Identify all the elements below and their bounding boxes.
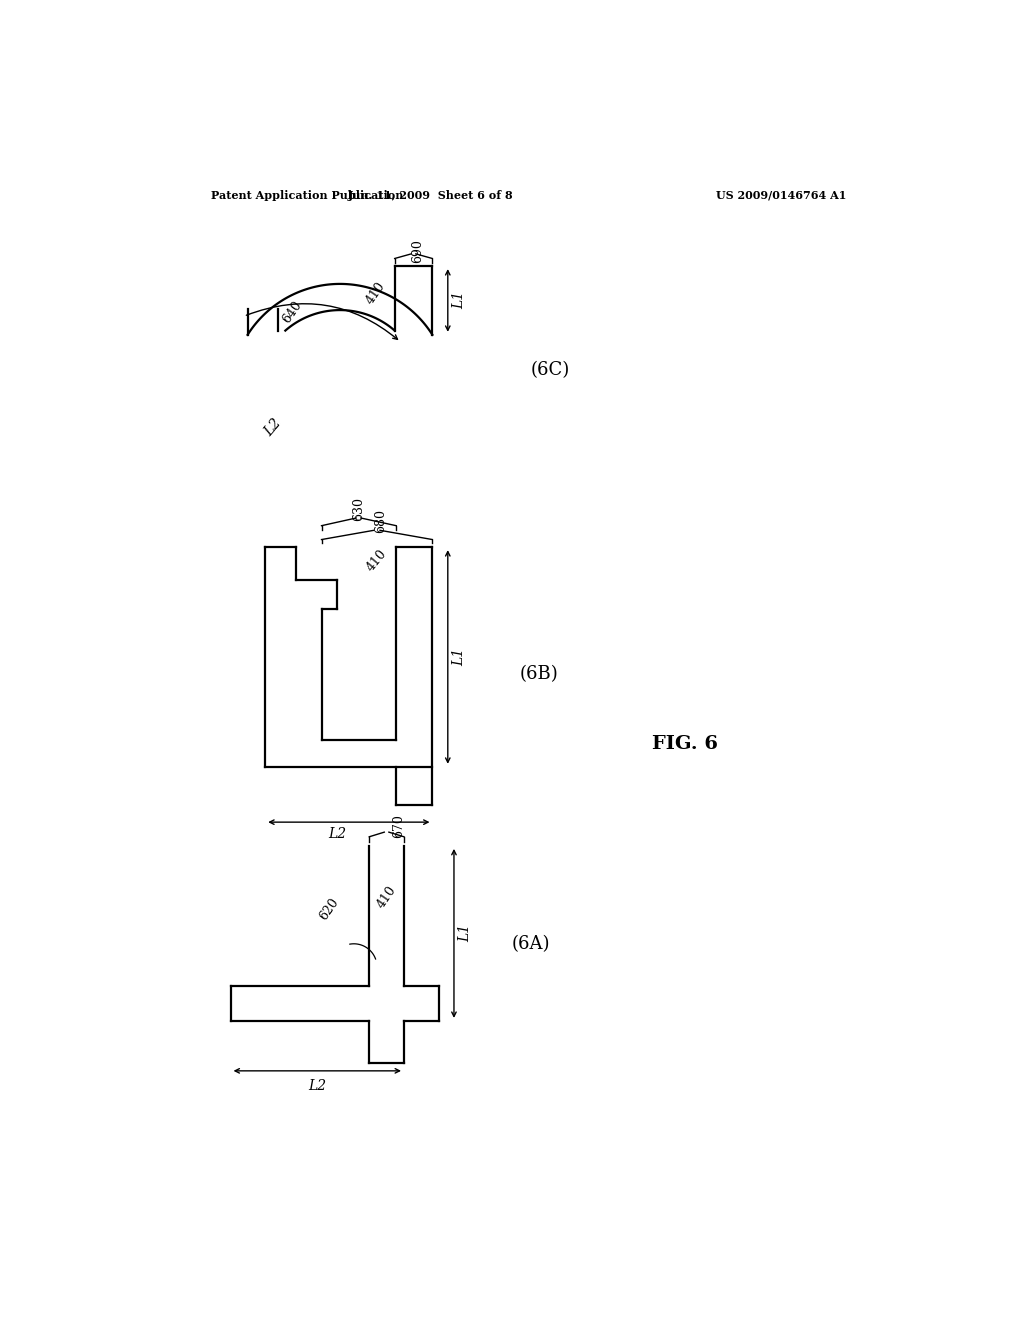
- Text: L1: L1: [453, 648, 466, 665]
- Text: 410: 410: [365, 546, 390, 574]
- Text: US 2009/0146764 A1: US 2009/0146764 A1: [716, 190, 846, 201]
- Text: Jun. 11, 2009  Sheet 6 of 8: Jun. 11, 2009 Sheet 6 of 8: [348, 190, 514, 201]
- Text: L1: L1: [453, 290, 466, 309]
- Text: L1: L1: [459, 924, 472, 942]
- Text: L2: L2: [308, 1080, 326, 1093]
- Text: Patent Application Publication: Patent Application Publication: [211, 190, 403, 201]
- Text: (6A): (6A): [512, 935, 550, 953]
- Text: 630: 630: [352, 496, 365, 521]
- Text: 640: 640: [280, 298, 304, 326]
- Text: 680: 680: [375, 510, 387, 533]
- Text: (6B): (6B): [519, 665, 558, 684]
- Text: 670: 670: [391, 814, 404, 838]
- Text: 410: 410: [364, 280, 388, 306]
- Text: L2: L2: [262, 416, 285, 440]
- Text: (6C): (6C): [530, 362, 569, 379]
- Text: 410: 410: [375, 884, 399, 911]
- Text: 690: 690: [411, 239, 424, 263]
- Text: FIG. 6: FIG. 6: [652, 735, 718, 752]
- Text: L2: L2: [328, 828, 346, 841]
- Text: 620: 620: [317, 896, 341, 923]
